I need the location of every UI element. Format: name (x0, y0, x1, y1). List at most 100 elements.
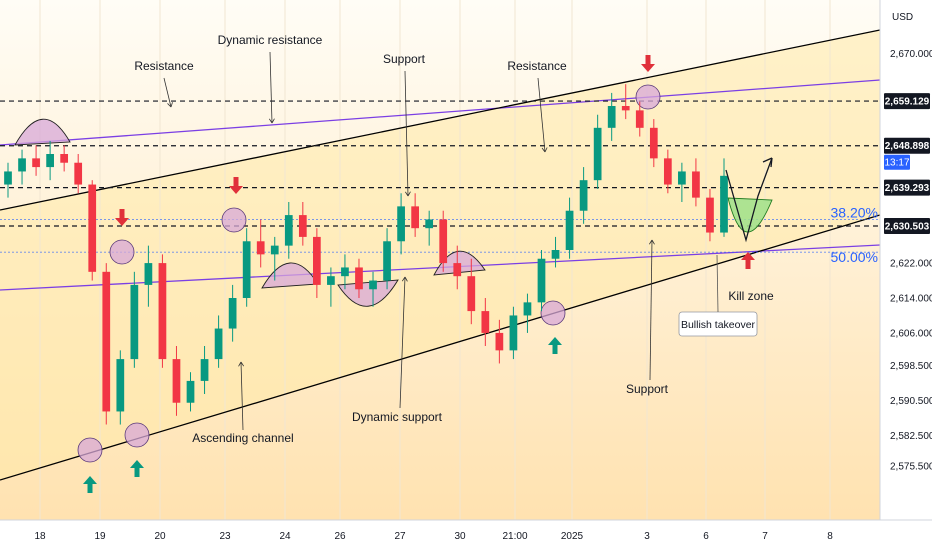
candle-body[interactable] (200, 359, 209, 381)
candle-body[interactable] (186, 380, 195, 403)
candle-body[interactable] (678, 171, 686, 185)
price-level-tag (884, 217, 930, 234)
candle-body[interactable] (383, 241, 391, 281)
candle-body[interactable] (242, 241, 251, 298)
x-tick-label: 7 (762, 531, 768, 542)
candle-body[interactable] (172, 359, 181, 403)
highlight-circle (109, 239, 135, 265)
x-tick-label: 8 (827, 531, 833, 542)
candle-body[interactable] (116, 359, 125, 412)
candle-body[interactable] (32, 158, 40, 168)
candle-body[interactable] (706, 197, 714, 233)
annotation-dynamic-resistance: Dynamic resistance (218, 33, 323, 47)
candle-body[interactable] (453, 263, 462, 277)
candle-body[interactable] (327, 276, 335, 285)
candle-body[interactable] (341, 267, 349, 277)
candle-body[interactable] (46, 154, 54, 168)
sell-arrow-icon (641, 55, 655, 72)
y-tick-label: 2,575.500 (890, 462, 932, 473)
sell-arrow-icon (229, 177, 243, 194)
annotation-pointer (537, 77, 546, 153)
annotation-pointer-head (401, 276, 408, 282)
kill-zone-shape (727, 197, 773, 233)
candle-body[interactable] (369, 280, 377, 290)
candle-body[interactable] (270, 245, 279, 255)
candle-body[interactable] (214, 328, 223, 360)
countdown-badge (884, 154, 910, 170)
y-tick-label: 2,614.000 (890, 294, 932, 305)
x-tick-label: 20 (154, 531, 166, 542)
highlight-circle (635, 84, 661, 110)
candle-body[interactable] (635, 110, 644, 128)
candle-body[interactable] (720, 175, 728, 233)
candle-body[interactable] (425, 219, 434, 229)
candle-body[interactable] (537, 258, 546, 303)
price-axis[interactable] (880, 0, 932, 550)
candle-body[interactable] (4, 171, 12, 185)
highlight-circle (221, 207, 247, 233)
dynamic-resistance-line[interactable] (0, 79, 880, 146)
buy-arrow-icon (548, 337, 562, 354)
price-level-label: 2,659.129 (885, 97, 930, 108)
y-tick-label: 2,582.500 (890, 431, 932, 442)
candle-body[interactable] (607, 106, 616, 128)
channel-upper-line[interactable] (0, 29, 880, 211)
candle-body[interactable] (298, 215, 307, 237)
candle-body[interactable] (313, 236, 321, 285)
time-axis[interactable] (0, 520, 880, 550)
fib-label: 38.20% (831, 204, 878, 220)
candle-body[interactable] (74, 162, 83, 185)
buy-arrow-icon (130, 460, 144, 477)
candle-body[interactable] (439, 219, 448, 264)
candle-body[interactable] (102, 271, 111, 412)
candle-body[interactable] (593, 127, 602, 181)
x-tick-label: 23 (219, 531, 231, 542)
y-tick-label: 2,670.000 (890, 49, 932, 60)
x-tick-label: 3 (644, 531, 650, 542)
x-tick-label: 27 (394, 531, 406, 542)
candle-body[interactable] (579, 180, 588, 211)
candle-body[interactable] (565, 210, 574, 250)
buy-arrow-icon (83, 476, 97, 493)
candle-body[interactable] (158, 263, 167, 360)
y-tick-label: 2,622.000 (890, 259, 932, 270)
candle-body[interactable] (551, 250, 560, 259)
candle-body[interactable] (495, 332, 504, 351)
candle-body[interactable] (649, 127, 658, 159)
x-tick-label: 19 (94, 531, 106, 542)
x-tick-label: 21:00 (502, 531, 527, 542)
x-tick-label: 30 (454, 531, 466, 542)
highlight-circle (77, 437, 103, 463)
candle-body[interactable] (523, 302, 532, 316)
projection-arrowhead (762, 157, 773, 168)
annotation-pointer-head (404, 191, 411, 197)
candle-body[interactable] (130, 284, 139, 360)
price-level-tag (884, 179, 930, 196)
candle-body[interactable] (88, 184, 97, 272)
resistance-arc (14, 118, 71, 146)
candle-body[interactable] (621, 106, 630, 111)
annotation-pointer (163, 77, 172, 108)
countdown-label: 13:17 (884, 158, 909, 169)
candle-body[interactable] (60, 154, 69, 163)
price-level-tag (884, 93, 930, 110)
candle-body[interactable] (692, 171, 700, 198)
sell-arrow-icon (115, 209, 129, 226)
candle-body[interactable] (355, 267, 363, 290)
candle-body[interactable] (256, 241, 265, 255)
candle-body[interactable] (397, 206, 405, 242)
candle-body[interactable] (284, 215, 293, 246)
annotation-kill-zone: Kill zone (728, 289, 774, 303)
candle-body[interactable] (663, 158, 672, 185)
candle-body[interactable] (481, 311, 490, 333)
candle-body[interactable] (509, 315, 518, 351)
annotation-bullish-takeover: Bullish takeover (681, 319, 756, 331)
candle-body[interactable] (411, 206, 419, 229)
candle-body[interactable] (18, 158, 26, 172)
candle-body[interactable] (228, 298, 237, 329)
candle-body[interactable] (467, 276, 476, 312)
annotation-pointer (649, 239, 653, 381)
candle-body[interactable] (144, 263, 153, 285)
